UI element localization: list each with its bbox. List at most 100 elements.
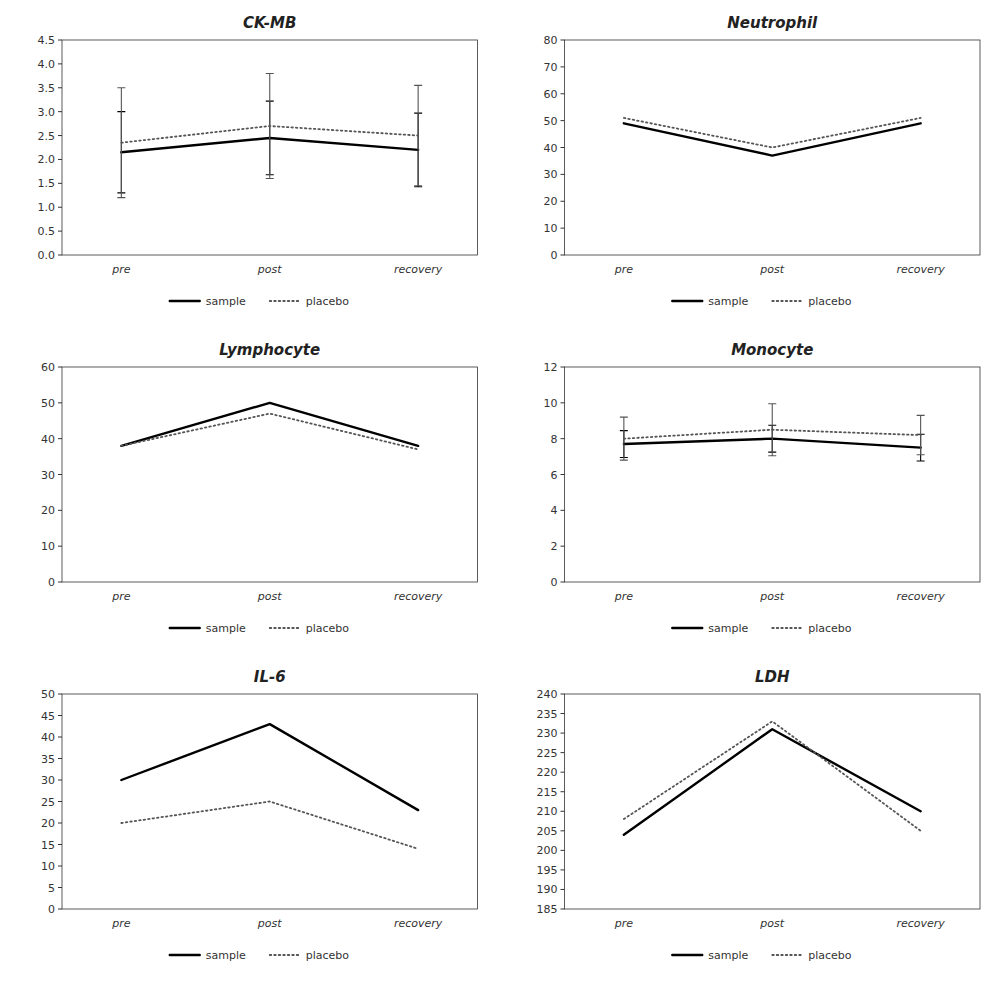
legend-swatch — [772, 954, 802, 956]
y-tick-label: 0 — [551, 576, 558, 589]
series-line — [624, 118, 921, 148]
y-tick — [58, 694, 62, 695]
x-tick-label: recovery — [394, 263, 443, 276]
x-tick-label: post — [257, 263, 282, 276]
legend-label: sample — [206, 949, 246, 962]
legend-swatch — [170, 300, 200, 302]
y-tick-label: 40 — [544, 142, 558, 155]
x-tick-label: pre — [614, 263, 634, 276]
y-tick-label: 25 — [41, 796, 55, 809]
x-tick-label: post — [257, 917, 282, 930]
y-tick — [561, 850, 565, 851]
error-bar — [620, 417, 628, 460]
legend-label: placebo — [808, 295, 852, 308]
y-tick-label: 10 — [41, 860, 55, 873]
chart-title: IL-6 — [254, 668, 286, 686]
y-tick — [561, 255, 565, 256]
y-tick — [561, 546, 565, 547]
y-tick-label: 0 — [48, 903, 55, 916]
legend-label: placebo — [808, 949, 852, 962]
legend-swatch — [170, 627, 200, 629]
legend-label: sample — [708, 622, 748, 635]
subplot: Neutrophil01020304050607080prepostrecove… — [544, 14, 981, 308]
figure: CK-MB0.00.51.01.52.02.53.03.54.04.5prepo… — [0, 0, 1005, 981]
y-tick-label: 5 — [48, 882, 55, 895]
legend-swatch — [270, 300, 300, 302]
legend-label: placebo — [306, 622, 350, 635]
series-line — [624, 721, 921, 830]
x-tick-label: pre — [111, 263, 131, 276]
legend-label: placebo — [306, 295, 350, 308]
y-tick-label: 2 — [551, 540, 558, 553]
y-tick — [561, 174, 565, 175]
y-tick — [58, 737, 62, 738]
plot-frame — [565, 367, 981, 582]
y-tick-label: 4 — [551, 504, 558, 517]
y-tick — [58, 367, 62, 368]
plot-area — [121, 403, 418, 450]
legend-label: sample — [206, 295, 246, 308]
legend-label: placebo — [306, 949, 350, 962]
y-tick — [58, 87, 62, 88]
y-tick-label: 235 — [537, 708, 558, 721]
y-tick-label: 70 — [544, 61, 558, 74]
y-tick-label: 0 — [551, 249, 558, 262]
y-tick — [561, 474, 565, 475]
y-tick — [58, 866, 62, 867]
y-tick-label: 6 — [551, 469, 558, 482]
legend-swatch — [270, 954, 300, 956]
y-tick — [561, 438, 565, 439]
chart-title: LDH — [755, 668, 790, 686]
y-tick — [58, 438, 62, 439]
legend: sampleplacebo — [672, 295, 852, 308]
y-tick-label: 10 — [544, 397, 558, 410]
y-tick-label: 10 — [41, 540, 55, 553]
legend-label: sample — [206, 622, 246, 635]
subplot: IL-605101520253035404550prepostrecoverys… — [41, 668, 478, 962]
x-tick-label: post — [759, 590, 784, 603]
y-tick — [58, 402, 62, 403]
y-tick — [561, 582, 565, 583]
subplot: LDH185190195200205210215220225230235240p… — [537, 668, 981, 962]
y-tick-label: 205 — [537, 825, 558, 838]
legend-label: sample — [708, 949, 748, 962]
y-tick — [561, 40, 565, 41]
y-tick — [561, 869, 565, 870]
y-tick-label: 80 — [544, 34, 558, 47]
y-tick — [561, 733, 565, 734]
y-tick-label: 4.0 — [38, 58, 56, 71]
y-tick-label: 40 — [41, 433, 55, 446]
y-tick — [58, 207, 62, 208]
y-tick-label: 45 — [41, 710, 55, 723]
plot-area — [117, 73, 422, 197]
y-tick-label: 195 — [537, 864, 558, 877]
y-tick-label: 230 — [537, 727, 558, 740]
plot-frame — [565, 40, 981, 255]
y-tick-label: 30 — [544, 168, 558, 181]
chart-title: Monocyte — [731, 341, 813, 359]
legend-swatch — [672, 627, 702, 629]
y-tick-label: 1.0 — [38, 201, 56, 214]
legend-label: placebo — [808, 622, 852, 635]
y-tick-label: 60 — [41, 361, 55, 374]
y-tick — [58, 255, 62, 256]
legend-swatch — [170, 954, 200, 956]
y-tick — [58, 715, 62, 716]
y-tick-label: 3.5 — [38, 82, 56, 95]
y-tick — [58, 135, 62, 136]
legend: sample placebo — [170, 949, 350, 962]
plot-frame — [62, 367, 478, 582]
plot-area — [624, 118, 921, 156]
subplot: Lymphocyte0102030405060prepostrecoverysa… — [41, 341, 478, 635]
y-tick — [561, 830, 565, 831]
y-tick — [58, 111, 62, 112]
y-tick — [58, 474, 62, 475]
series-line — [624, 729, 921, 835]
y-tick-label: 2.5 — [38, 130, 56, 143]
y-tick-label: 0.5 — [38, 225, 56, 238]
error-bar — [266, 73, 274, 178]
y-tick — [58, 183, 62, 184]
y-tick-label: 8 — [551, 433, 558, 446]
y-tick-label: 215 — [537, 786, 558, 799]
y-tick — [58, 823, 62, 824]
